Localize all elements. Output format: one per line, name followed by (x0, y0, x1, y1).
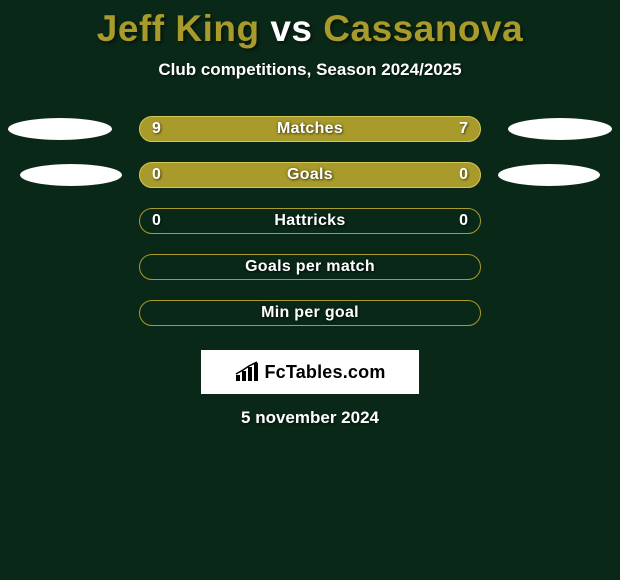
stat-pill: 0 Goals 0 (139, 162, 481, 188)
right-ellipse (498, 164, 600, 186)
stat-pill: Goals per match (139, 254, 481, 280)
stat-row-min-per-goal: Min per goal (0, 290, 620, 336)
left-ellipse (8, 118, 112, 140)
stat-pill: 9 Matches 7 (139, 116, 481, 142)
logo-box: FcTables.com (201, 350, 419, 394)
player1-name: Jeff King (97, 8, 260, 49)
stat-label: Min per goal (261, 304, 359, 322)
stat-label: Goals (287, 166, 333, 184)
stat-value-right: 7 (459, 120, 468, 138)
stat-value-right: 0 (459, 212, 468, 230)
stat-value-right: 0 (459, 166, 468, 184)
stat-pill: Min per goal (139, 300, 481, 326)
subtitle: Club competitions, Season 2024/2025 (0, 60, 620, 80)
logo: FcTables.com (234, 361, 385, 383)
stat-row-goals: 0 Goals 0 (0, 152, 620, 198)
right-ellipse (508, 118, 612, 140)
left-ellipse (20, 164, 122, 186)
stat-row-goals-per-match: Goals per match (0, 244, 620, 290)
stat-value-left: 9 (152, 120, 161, 138)
bars-icon (234, 361, 260, 383)
player2-name: Cassanova (323, 8, 523, 49)
stat-row-matches: 9 Matches 7 (0, 106, 620, 152)
stat-pill: 0 Hattricks 0 (139, 208, 481, 234)
comparison-title: Jeff King vs Cassanova (0, 0, 620, 50)
stat-label: Goals per match (245, 258, 375, 276)
stat-label: Matches (277, 120, 343, 138)
stat-rows: 9 Matches 7 0 Goals 0 0 Hattricks 0 Goal… (0, 106, 620, 336)
stat-value-left: 0 (152, 166, 161, 184)
stat-label: Hattricks (274, 212, 345, 230)
stat-row-hattricks: 0 Hattricks 0 (0, 198, 620, 244)
date-text: 5 november 2024 (0, 408, 620, 428)
stat-value-left: 0 (152, 212, 161, 230)
logo-text: FcTables.com (264, 362, 385, 383)
vs-text: vs (270, 8, 312, 49)
